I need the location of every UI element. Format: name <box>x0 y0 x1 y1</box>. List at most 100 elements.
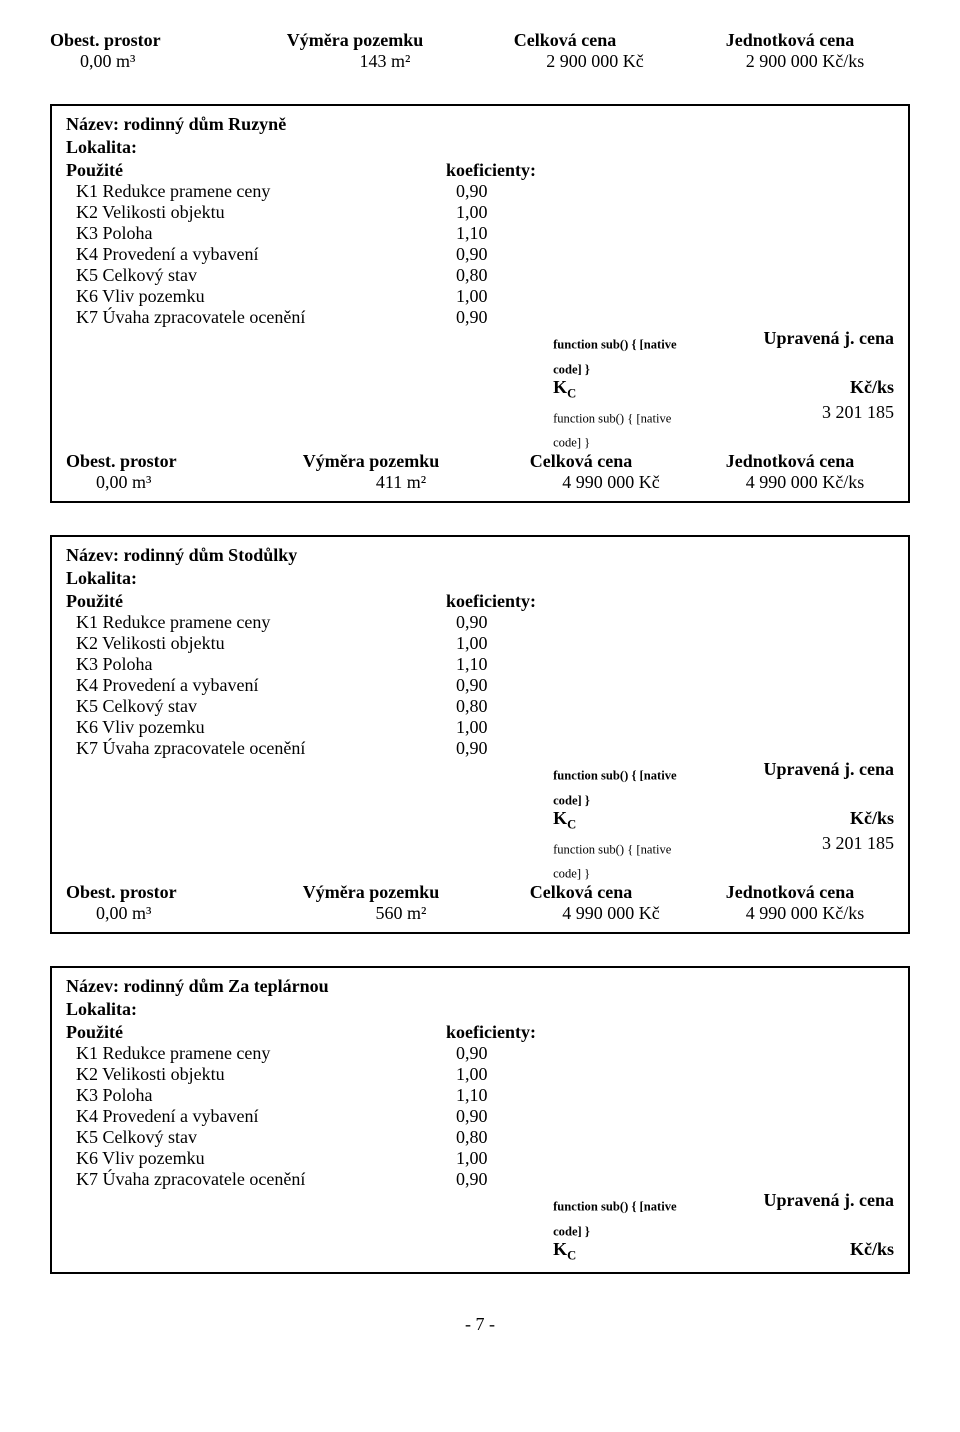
col-header: Celková cena <box>476 451 686 472</box>
coefficient-label: K5 Celkový stav <box>66 1127 456 1148</box>
coefficient-label: K4 Provedení a vybavení <box>66 675 456 696</box>
coefficient-row: K5 Celkový stav0,80 <box>66 265 894 286</box>
property-box: Název: rodinný dům Za teplárnouLokalita:… <box>50 966 910 1274</box>
page-number: - 7 - <box>50 1314 910 1335</box>
coefficient-row: K1 Redukce pramene ceny0,90 <box>66 181 894 202</box>
cell: 4 990 000 Kč/ks <box>716 903 894 924</box>
coefficient-label: K6 Vliv pozemku <box>66 286 456 307</box>
col-header: Celková cena <box>460 30 670 51</box>
coefficient-label: K6 Vliv pozemku <box>66 1148 456 1169</box>
lokalita-label: Lokalita: <box>66 999 894 1020</box>
coefficient-value: 0,90 <box>456 1043 576 1064</box>
summary-right: Kč/ks <box>699 808 894 833</box>
box-title: Název: rodinný dům Stodůlky <box>66 545 894 566</box>
summary-mid: function sub() { [native code] } <box>553 328 699 377</box>
summary-mid: function sub() { [native code] } <box>553 402 699 451</box>
table-row: 0,00 m³411 m²4 990 000 Kč4 990 000 Kč/ks <box>66 472 894 493</box>
summary-right: 3 201 185 <box>699 402 894 451</box>
koeficienty-label: koeficienty: <box>446 591 566 612</box>
pouzite-row: Použitékoeficienty: <box>66 160 894 181</box>
col-header: Jednotková cena <box>686 451 894 472</box>
coefficient-value: 1,00 <box>456 202 576 223</box>
coefficient-value: 0,90 <box>456 738 576 759</box>
coefficient-label: K1 Redukce pramene ceny <box>66 612 456 633</box>
coefficient-value: 0,90 <box>456 1106 576 1127</box>
summary-row: function sub() { [native code] }3 201 18… <box>66 833 894 882</box>
coefficient-label: K5 Celkový stav <box>66 265 456 286</box>
cell: 0,00 m³ <box>50 51 280 72</box>
coefficient-label: K7 Úvaha zpracovatele ocenění <box>66 738 456 759</box>
cell: 143 m² <box>280 51 490 72</box>
coefficient-label: K1 Redukce pramene ceny <box>66 1043 456 1064</box>
coefficient-label: K2 Velikosti objektu <box>66 202 456 223</box>
coefficient-row: K7 Úvaha zpracovatele ocenění0,90 <box>66 738 894 759</box>
summary-mid: function sub() { [native code] } <box>553 1190 699 1239</box>
pouzite-label: Použité <box>66 160 446 181</box>
coefficient-value: 1,10 <box>456 1085 576 1106</box>
table-header-row: Obest. prostorVýměra pozemkuCelková cena… <box>66 882 894 903</box>
col-header: Obest. prostor <box>50 30 250 51</box>
coefficient-label: K5 Celkový stav <box>66 696 456 717</box>
col-header: Obest. prostor <box>66 882 266 903</box>
coefficient-row: K1 Redukce pramene ceny0,90 <box>66 612 894 633</box>
coefficient-value: 1,00 <box>456 1148 576 1169</box>
coefficient-label: K2 Velikosti objektu <box>66 1064 456 1085</box>
summary-row: function sub() { [native code] }Upravená… <box>66 759 894 808</box>
koeficienty-label: koeficienty: <box>446 160 566 181</box>
property-box: Název: rodinný dům RuzyněLokalita:Použit… <box>50 104 910 503</box>
pouzite-label: Použité <box>66 1022 446 1043</box>
col-header: Výměra pozemku <box>250 30 460 51</box>
col-header: Celková cena <box>476 882 686 903</box>
koeficienty-label: koeficienty: <box>446 1022 566 1043</box>
box-title: Název: rodinný dům Za teplárnou <box>66 976 894 997</box>
coefficient-value: 0,90 <box>456 612 576 633</box>
pouzite-row: Použitékoeficienty: <box>66 591 894 612</box>
cell: 4 990 000 Kč <box>506 472 716 493</box>
coefficient-value: 0,90 <box>456 1169 576 1190</box>
coefficient-value: 1,00 <box>456 717 576 738</box>
coefficient-row: K4 Provedení a vybavení0,90 <box>66 1106 894 1127</box>
col-header: Obest. prostor <box>66 451 266 472</box>
coefficient-value: 1,00 <box>456 286 576 307</box>
summary-mid: KC <box>553 377 699 402</box>
top-table: Obest. prostor Výměra pozemku Celková ce… <box>50 30 910 72</box>
coefficient-label: K6 Vliv pozemku <box>66 717 456 738</box>
cell: 2 900 000 Kč/ks <box>700 51 910 72</box>
table-header-row: Obest. prostorVýměra pozemkuCelková cena… <box>66 451 894 472</box>
pouzite-row: Použitékoeficienty: <box>66 1022 894 1043</box>
cell: 0,00 m³ <box>66 472 296 493</box>
lokalita-label: Lokalita: <box>66 137 894 158</box>
summary-right: Upravená j. cena <box>699 1190 894 1239</box>
coefficient-row: K5 Celkový stav0,80 <box>66 1127 894 1148</box>
summary-right: Upravená j. cena <box>699 328 894 377</box>
summary-right: 3 201 185 <box>699 833 894 882</box>
coefficient-row: K3 Poloha1,10 <box>66 1085 894 1106</box>
summary-mid: KC <box>553 1239 699 1264</box>
coefficient-value: 0,90 <box>456 244 576 265</box>
coefficient-label: K3 Poloha <box>66 654 456 675</box>
coefficient-value: 1,10 <box>456 654 576 675</box>
coefficient-row: K4 Provedení a vybavení0,90 <box>66 675 894 696</box>
coefficient-label: K7 Úvaha zpracovatele ocenění <box>66 1169 456 1190</box>
coefficient-row: K6 Vliv pozemku1,00 <box>66 286 894 307</box>
col-header: Jednotková cena <box>686 882 894 903</box>
coefficient-row: K6 Vliv pozemku1,00 <box>66 717 894 738</box>
coefficient-label: K3 Poloha <box>66 1085 456 1106</box>
property-box: Název: rodinný dům StodůlkyLokalita:Použ… <box>50 535 910 934</box>
coefficient-row: K6 Vliv pozemku1,00 <box>66 1148 894 1169</box>
coefficient-row: K2 Velikosti objektu1,00 <box>66 202 894 223</box>
summary-right: Kč/ks <box>699 1239 894 1264</box>
summary-mid: function sub() { [native code] } <box>553 833 699 882</box>
coefficient-row: K5 Celkový stav0,80 <box>66 696 894 717</box>
coefficient-label: K7 Úvaha zpracovatele ocenění <box>66 307 456 328</box>
col-header: Výměra pozemku <box>266 882 476 903</box>
cell: 411 m² <box>296 472 506 493</box>
pouzite-label: Použité <box>66 591 446 612</box>
coefficient-label: K2 Velikosti objektu <box>66 633 456 654</box>
summary-row: function sub() { [native code] }Upravená… <box>66 1190 894 1239</box>
coefficient-row: K3 Poloha1,10 <box>66 223 894 244</box>
coefficient-row: K4 Provedení a vybavení0,90 <box>66 244 894 265</box>
summary-mid: function sub() { [native code] } <box>553 759 699 808</box>
coefficient-row: K2 Velikosti objektu1,00 <box>66 1064 894 1085</box>
coefficient-label: K4 Provedení a vybavení <box>66 244 456 265</box>
